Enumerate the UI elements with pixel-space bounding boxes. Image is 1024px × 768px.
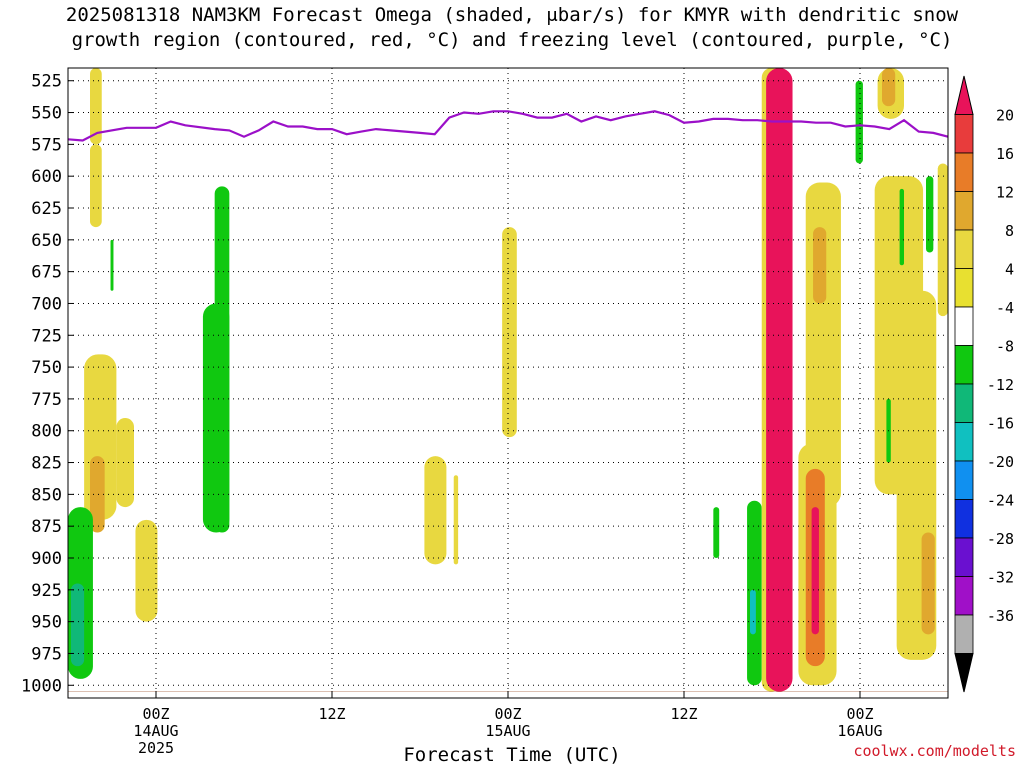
x-tick-label-30-0: 00Z — [494, 705, 521, 723]
y-tick-label-650: 650 — [31, 231, 62, 251]
x-tick-label-54-1: 16AUG — [837, 722, 882, 740]
colorbar-label-8: -16 — [987, 415, 1014, 433]
omega-region-7 — [202, 303, 230, 533]
omega-region-1 — [90, 144, 102, 228]
site-credit: coolwx.com/modelts — [853, 742, 1016, 760]
colorbar-box-2 — [954, 191, 974, 231]
colorbar-box-1 — [954, 152, 974, 192]
y-tick-label-675: 675 — [31, 263, 62, 283]
y-tick-label-700: 700 — [31, 294, 62, 314]
omega-region-13 — [502, 227, 517, 438]
colorbar-label-11: -28 — [987, 530, 1014, 548]
y-tick-label-850: 850 — [31, 485, 62, 505]
colorbar-box-7 — [954, 383, 974, 423]
y-tick-label-825: 825 — [31, 454, 62, 474]
y-tick-label-550: 550 — [31, 104, 62, 124]
colorbar-label-13: -36 — [987, 607, 1014, 625]
x-axis-title: Forecast Time (UTC) — [403, 744, 621, 766]
y-tick-label-750: 750 — [31, 358, 62, 378]
omega-region-30 — [899, 188, 904, 266]
omega-region-33 — [937, 163, 948, 317]
omega-region-5 — [135, 519, 158, 622]
colorbar-label-12: -32 — [987, 569, 1014, 587]
omega-region-3 — [90, 456, 105, 533]
freezing-level-line — [67, 110, 949, 142]
colorbar-box-6 — [954, 345, 974, 385]
y-tick-label-600: 600 — [31, 167, 62, 187]
omega-region-20 — [813, 227, 827, 304]
y-tick-label-875: 875 — [31, 517, 62, 537]
colorbar-box-3 — [954, 229, 974, 269]
x-tick-label-6-2: 2025 — [138, 739, 174, 757]
y-tick-label-575: 575 — [31, 135, 62, 155]
colorbar-top-arrow — [954, 75, 974, 115]
y-tick-label-975: 975 — [31, 644, 62, 664]
colorbar-box-4 — [954, 268, 974, 308]
omega-region-11 — [424, 456, 447, 565]
colorbar-label-4: 4 — [1005, 261, 1014, 279]
colorbar-box-11 — [954, 537, 974, 577]
omega-region-8 — [110, 239, 114, 291]
omega-region-14 — [713, 507, 720, 558]
omega-region-24 — [855, 80, 863, 164]
colorbar-label-6: -8 — [996, 338, 1014, 356]
colorbar-box-10 — [954, 499, 974, 539]
omega-region-10 — [70, 583, 85, 667]
colorbar-label-3: 8 — [1005, 222, 1014, 240]
colorbar-label-7: -12 — [987, 376, 1014, 394]
colorbar-label-0: 20 — [996, 107, 1014, 125]
y-tick-label-1000: 1000 — [21, 676, 62, 696]
y-tick-label-725: 725 — [31, 326, 62, 346]
y-tick-label-900: 900 — [31, 549, 62, 569]
y-tick-label-775: 775 — [31, 390, 62, 410]
x-tick-label-6-1: 14AUG — [133, 722, 178, 740]
y-tick-label-925: 925 — [31, 581, 62, 601]
chart-title-line-1: 2025081318 NAM3KM Forecast Omega (shaded… — [65, 4, 959, 26]
colorbar-label-5: -4 — [996, 299, 1014, 317]
omega-region-29 — [921, 532, 935, 635]
y-tick-label-525: 525 — [31, 72, 62, 92]
chart-title-line-2: growth region (contoured, red, °C) and f… — [71, 29, 953, 51]
colorbar-label-2: 12 — [996, 184, 1014, 202]
x-tick-label-18-0: 12Z — [318, 705, 345, 723]
omega-region-4 — [116, 418, 134, 508]
x-tick-label-30-1: 15AUG — [485, 722, 530, 740]
omega-region-0 — [90, 68, 102, 145]
colorbar-bottom-arrow — [954, 653, 974, 693]
colorbar-label-1: 16 — [996, 145, 1014, 163]
omega-region-16 — [750, 589, 756, 635]
omega-region-23 — [811, 507, 819, 635]
y-tick-label-625: 625 — [31, 199, 62, 219]
y-tick-label-950: 950 — [31, 613, 62, 633]
colorbar-box-9 — [954, 460, 974, 500]
x-tick-label-54-0: 00Z — [846, 705, 873, 723]
y-tick-label-800: 800 — [31, 422, 62, 442]
colorbar-label-9: -20 — [987, 453, 1014, 471]
x-tick-label-42-0: 12Z — [670, 705, 697, 723]
colorbar-label-10: -24 — [987, 492, 1014, 510]
colorbar-box-8 — [954, 422, 974, 462]
colorbar-box-12 — [954, 576, 974, 616]
colorbar-box-5 — [954, 306, 974, 346]
omega-region-28 — [882, 68, 896, 107]
x-tick-label-6-0: 00Z — [142, 705, 169, 723]
omega-region-12 — [453, 475, 459, 565]
colorbar-box-13 — [954, 614, 974, 654]
omega-region-32 — [926, 176, 934, 253]
omega-region-18 — [766, 68, 793, 692]
colorbar-box-0 — [954, 114, 974, 154]
